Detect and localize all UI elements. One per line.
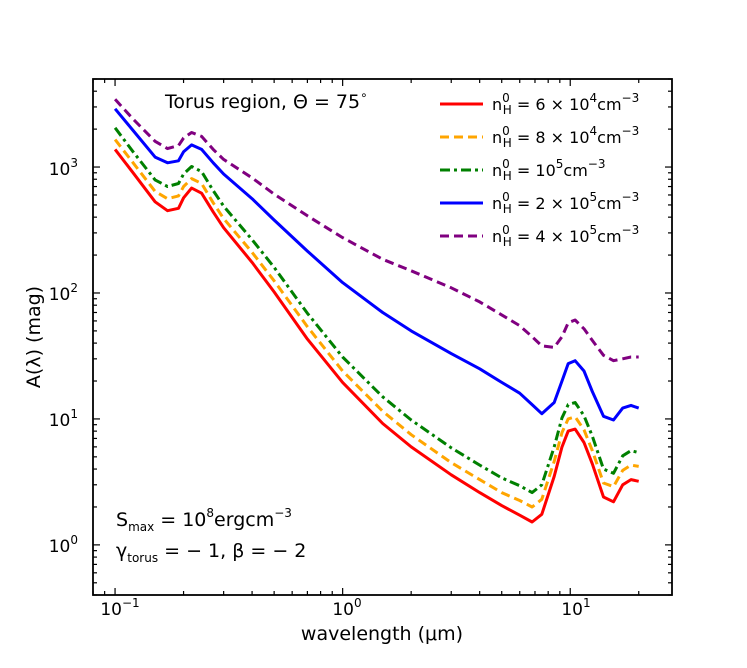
x-tick-label: 101 bbox=[561, 596, 590, 620]
x-tick-label: 10−1 bbox=[100, 596, 139, 620]
x-axis-title: wavelength (μm) bbox=[301, 623, 463, 645]
axis-ticks bbox=[92, 78, 672, 596]
series-line-3 bbox=[113, 107, 640, 422]
series-line-2 bbox=[113, 126, 640, 495]
gamma-beta-annotation: γtorus = − 1, β = − 2 bbox=[116, 540, 306, 565]
torus-region-annotation: Torus region, Θ = 75∘ bbox=[164, 88, 368, 113]
y-tick-label: 100 bbox=[49, 533, 78, 557]
y-tick-label: 102 bbox=[49, 281, 78, 305]
y-tick-label: 101 bbox=[49, 407, 78, 431]
legend: n0 H = 6 × 104cm−3 n0 H = 8 × 104cm−3 n0 H … bbox=[440, 91, 639, 249]
legend-label: n0 H = 105cm−3 bbox=[492, 157, 605, 183]
series-line-4 bbox=[113, 98, 639, 363]
series-line-0 bbox=[113, 148, 640, 524]
legend-label: n0 H = 6 × 104cm−3 bbox=[492, 91, 639, 117]
legend-label: n0 H = 8 × 104cm−3 bbox=[492, 124, 639, 150]
data-series bbox=[113, 98, 640, 524]
y-axis-title: A(λ) (mag) bbox=[23, 286, 45, 388]
y-tick-label: 103 bbox=[49, 156, 78, 180]
legend-label: n0 H = 2 × 105cm−3 bbox=[492, 190, 639, 216]
smax-annotation: Smax = 108ergcm−3 bbox=[116, 506, 292, 534]
x-tick-label: 100 bbox=[332, 596, 361, 620]
legend-label: n0 H = 4 × 105cm−3 bbox=[492, 223, 639, 249]
series-line-1 bbox=[113, 138, 639, 509]
plot-frame bbox=[92, 78, 673, 596]
